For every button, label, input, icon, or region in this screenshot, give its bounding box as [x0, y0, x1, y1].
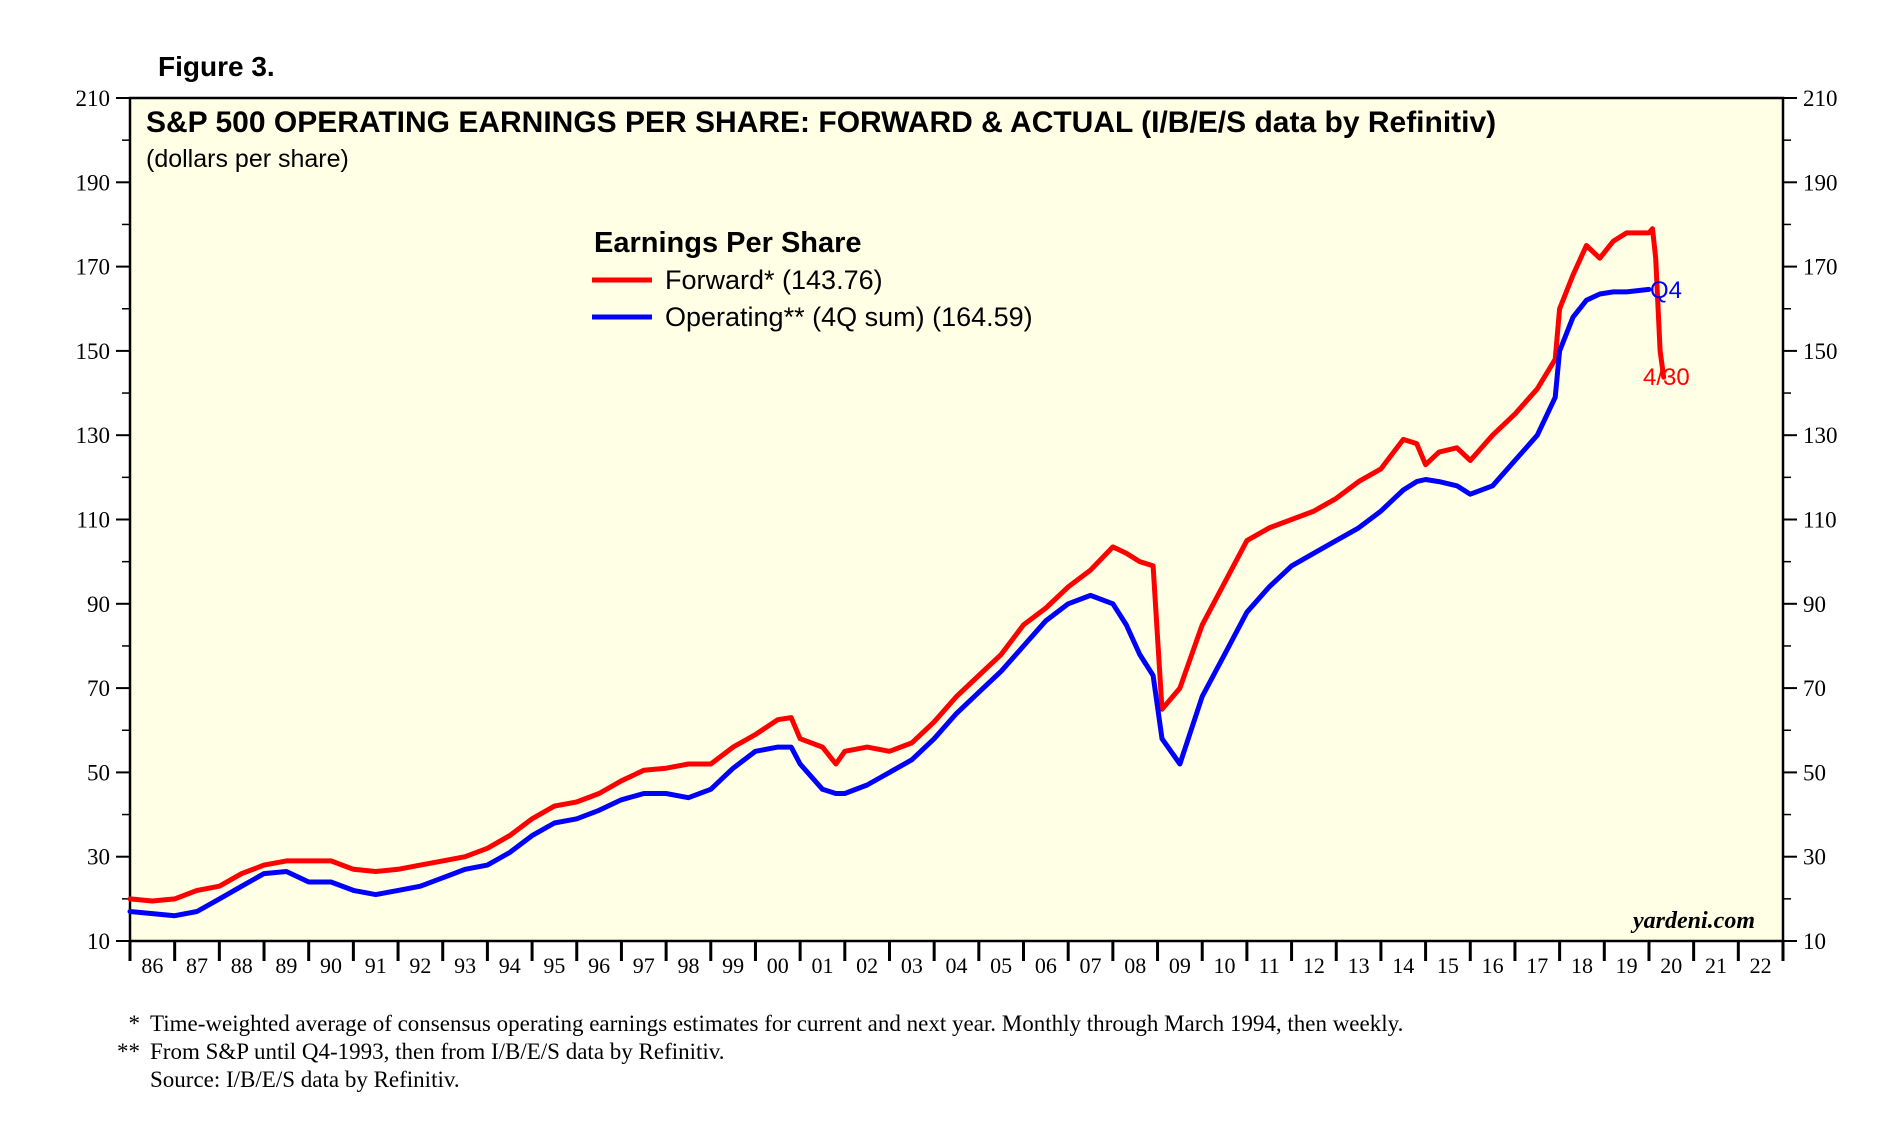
- y-tick-label-right: 150: [1803, 339, 1838, 364]
- y-axes: 10 10 30 30 50 50 70 70 90 90 110 110 130 130 150 150 17…: [76, 86, 1838, 954]
- y-tick-label-left: 110: [76, 508, 110, 533]
- y-tick-label-right: 170: [1803, 255, 1838, 280]
- series-layer: [127, 226, 1667, 919]
- x-tick-label: 98: [677, 953, 699, 978]
- y-tick-label-right: 70: [1803, 676, 1826, 701]
- x-tick-label: 15: [1437, 953, 1459, 978]
- legend: Earnings Per Share Forward* (143.76) Ope…: [592, 227, 1033, 332]
- x-tick-label: 93: [454, 953, 476, 978]
- x-tick-label: 88: [231, 953, 253, 978]
- x-tick-label: 16: [1482, 953, 1504, 978]
- x-tick-label: 99: [722, 953, 744, 978]
- figure-label: Figure 3.: [158, 51, 275, 82]
- plot-area: [128, 96, 1785, 943]
- x-tick-label: 04: [946, 953, 968, 978]
- y-tick-label-right: 50: [1803, 760, 1826, 785]
- footnote-1: * Time-weighted average of consensus ope…: [128, 1011, 1404, 1036]
- operating-eps-line: [127, 286, 1652, 919]
- y-tick-label-right: 130: [1803, 423, 1838, 448]
- x-tick-label: 92: [409, 953, 431, 978]
- x-tick-label: 10: [1214, 953, 1236, 978]
- legend-title: Earnings Per Share: [594, 227, 862, 259]
- x-tick-label: 07: [1080, 953, 1102, 978]
- x-tick-label: 05: [990, 953, 1012, 978]
- y-tick-label-left: 70: [87, 676, 110, 701]
- x-tick-label: 21: [1705, 953, 1727, 978]
- operating-end-label: Q4: [1650, 277, 1682, 304]
- chart-subtitle: (dollars per share): [146, 145, 349, 173]
- x-tick-label: 19: [1616, 953, 1638, 978]
- x-axis: 86 87 88 89 90 91 92 93 94 95 96 97 98 99 00 01 02 03 04 05…: [128, 941, 1785, 978]
- x-tick-label: 09: [1169, 953, 1191, 978]
- x-tick-label: 12: [1303, 953, 1325, 978]
- x-tick-label: 18: [1571, 953, 1593, 978]
- x-tick-label: 17: [1526, 953, 1548, 978]
- legend-forward-label: Forward* (143.76): [665, 265, 883, 295]
- x-tick-label: 13: [1348, 953, 1370, 978]
- y-tick-label-left: 50: [87, 760, 110, 785]
- y-tick-label-right: 30: [1803, 845, 1826, 870]
- y-tick-label-left: 210: [76, 86, 111, 111]
- x-tick-label: 03: [901, 953, 923, 978]
- x-tick-label: 11: [1259, 953, 1280, 978]
- x-tick-label: 97: [633, 953, 655, 978]
- footnotes: * Time-weighted average of consensus ope…: [96, 1010, 1403, 1094]
- x-tick-label: 22: [1750, 953, 1772, 978]
- x-tick-label: 87: [186, 953, 208, 978]
- y-tick-label-left: 190: [76, 170, 111, 195]
- y-tick-label-left: 30: [87, 845, 110, 870]
- y-tick-label-right: 190: [1803, 170, 1838, 195]
- y-tick-label-left: 170: [76, 255, 111, 280]
- x-tick-label: 01: [811, 953, 833, 978]
- y-tick-label-left: 150: [76, 339, 111, 364]
- x-tick-label: 08: [1124, 953, 1146, 978]
- y-tick-label-right: 110: [1803, 508, 1837, 533]
- x-tick-label: 94: [499, 953, 521, 978]
- y-tick-label-right: 210: [1803, 86, 1838, 111]
- x-tick-label: 20: [1660, 953, 1682, 978]
- y-tick-label-right: 90: [1803, 592, 1826, 617]
- footnote-source: Source: I/B/E/S data by Refinitiv.: [150, 1067, 460, 1092]
- x-tick-label: 06: [1035, 953, 1057, 978]
- y-tick-label-left: 10: [87, 929, 110, 954]
- legend-operating-label: Operating** (4Q sum) (164.59): [665, 302, 1033, 332]
- x-tick-label: 91: [365, 953, 387, 978]
- x-tick-label: 14: [1392, 953, 1414, 978]
- y-tick-label-left: 130: [76, 423, 111, 448]
- x-tick-label: 02: [856, 953, 878, 978]
- x-tick-label: 95: [543, 953, 565, 978]
- forward-eps-line: [127, 226, 1667, 904]
- y-tick-label-right: 10: [1803, 929, 1826, 954]
- forward-end-label: 4/30: [1643, 364, 1690, 391]
- x-tick-label: 89: [275, 953, 297, 978]
- x-tick-label: 00: [767, 953, 789, 978]
- y-tick-label-left: 90: [87, 592, 110, 617]
- footnote-2: ** From S&P until Q4-1993, then from I/B…: [117, 1039, 725, 1064]
- chart-title: S&P 500 OPERATING EARNINGS PER SHARE: FO…: [146, 106, 1496, 139]
- x-tick-label: 96: [588, 953, 610, 978]
- source-watermark: yardeni.com: [1630, 908, 1755, 934]
- x-tick-label: 90: [320, 953, 342, 978]
- x-tick-label: 86: [141, 953, 163, 978]
